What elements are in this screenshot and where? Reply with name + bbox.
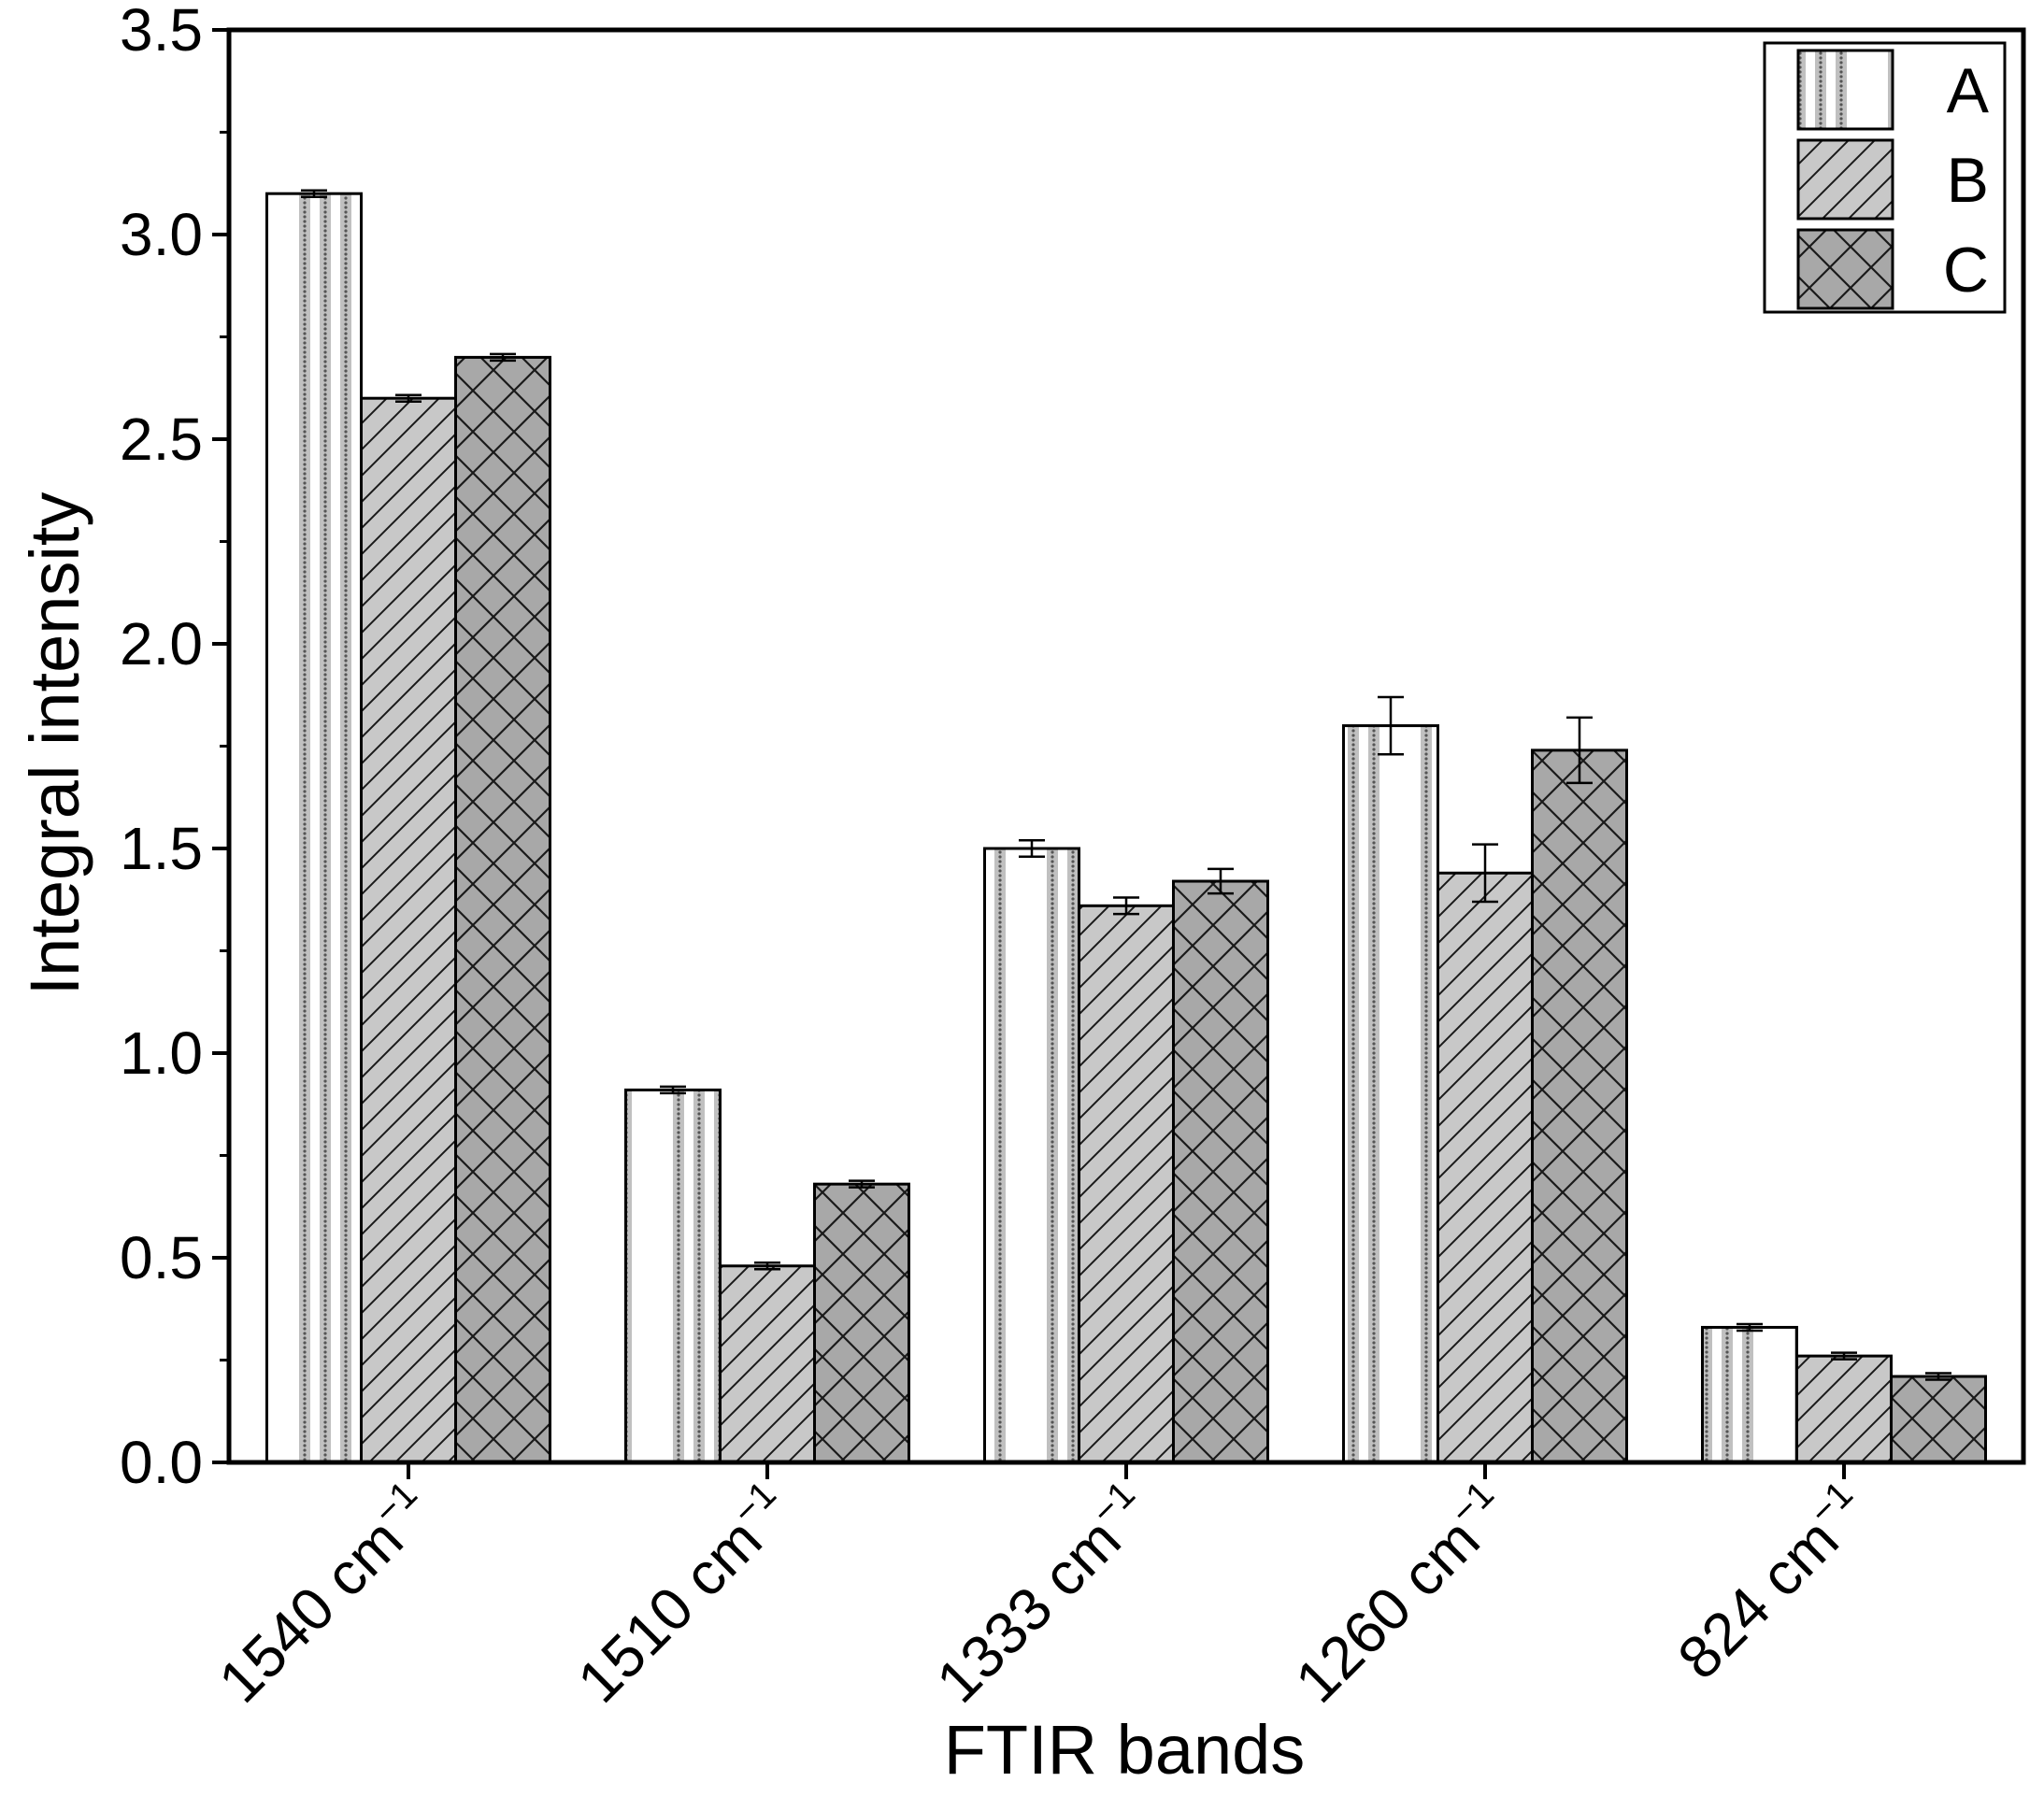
bar-b-1 — [360, 396, 457, 1464]
error-bar-b-2 — [754, 1261, 780, 1271]
error-bar-a-5 — [1737, 1322, 1763, 1333]
y-axis-title: Integral intensity — [16, 492, 93, 996]
y-tick-label: 2.0 — [120, 610, 203, 677]
y-tick-label: 0.5 — [120, 1224, 203, 1291]
legend-swatch-a — [1796, 49, 1894, 131]
y-tick-label: 1.0 — [120, 1019, 203, 1087]
error-bar-c-2 — [849, 1179, 875, 1189]
y-tick-label: 3.0 — [120, 201, 203, 268]
bar-a-5 — [1701, 1325, 1798, 1464]
error-bar-c-4 — [1566, 716, 1593, 785]
bar-a-1 — [265, 192, 363, 1464]
y-tick-label: 1.5 — [120, 815, 203, 882]
x-category-label: 1540 cm−1 — [204, 1474, 446, 1716]
bars-layer — [265, 192, 1987, 1464]
error-bar-a-2 — [660, 1085, 686, 1095]
legend-swatch-b — [1796, 138, 1894, 221]
error-bar-b-5 — [1831, 1351, 1857, 1361]
bar-a-3 — [983, 847, 1080, 1464]
bar-a-2 — [624, 1088, 722, 1464]
bar-b-4 — [1437, 871, 1534, 1464]
y-tick-label: 3.5 — [120, 0, 203, 64]
error-bar-b-3 — [1113, 896, 1139, 916]
error-bar-a-1 — [301, 189, 327, 198]
error-bar-c-3 — [1208, 867, 1234, 895]
error-bar-c-1 — [490, 352, 516, 363]
error-bar-c-5 — [1925, 1372, 1951, 1381]
bar-c-1 — [454, 355, 551, 1464]
error-bar-b-1 — [395, 393, 422, 403]
error-bar-b-4 — [1472, 843, 1498, 904]
x-axis-title: FTIR bands — [944, 1711, 1306, 1789]
error-bars-layer — [301, 189, 1951, 1381]
x-category-label: 824 cm−1 — [1663, 1474, 1881, 1692]
x-category-label: 1260 cm−1 — [1280, 1474, 1522, 1716]
x-category-label: 1333 cm−1 — [922, 1474, 1164, 1716]
x-category-label: 1510 cm−1 — [563, 1474, 805, 1716]
bar-a-4 — [1342, 724, 1439, 1464]
bar-c-4 — [1531, 748, 1628, 1464]
legend: ABC — [1763, 41, 2007, 314]
legend-label-c: C — [1943, 235, 1989, 306]
legend-label-b: B — [1947, 145, 1989, 216]
bar-c-3 — [1172, 879, 1269, 1464]
error-bar-a-4 — [1378, 695, 1404, 756]
bar-b-3 — [1078, 904, 1175, 1464]
bar-c-2 — [813, 1182, 910, 1464]
legend-swatch-c — [1796, 228, 1894, 310]
bar-b-5 — [1795, 1354, 1893, 1464]
bar-b-2 — [719, 1264, 816, 1464]
y-tick-label: 2.5 — [120, 406, 203, 473]
bar-c-5 — [1890, 1375, 1987, 1464]
legend-label-a: A — [1947, 55, 1990, 126]
y-tick-label: 0.0 — [120, 1429, 203, 1496]
error-bar-a-3 — [1019, 838, 1045, 859]
